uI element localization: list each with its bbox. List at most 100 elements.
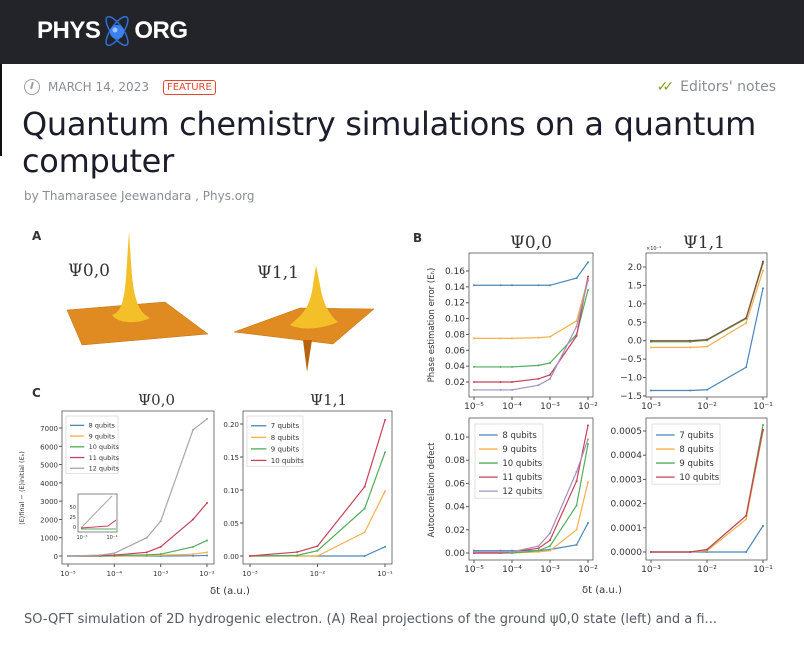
x-tick-label: 10⁻⁴ <box>107 570 123 578</box>
chart-C-psi00: Ψ0,0 ⟨E⟩final − ⟨E⟩initial (Eₕ) 10⁻⁵ 10⁻⁴ 10… <box>18 391 215 578</box>
chart-title: Ψ0,0 <box>510 233 552 253</box>
data-point <box>745 316 748 319</box>
data-point <box>587 442 589 445</box>
data-point <box>473 381 475 383</box>
data-point <box>99 554 102 557</box>
x-tick-label: 10⁻² <box>578 565 598 575</box>
y-tick-label: 0.06 <box>445 479 465 489</box>
data-point <box>587 424 589 427</box>
x-tick-label: 10⁻⁵ <box>464 565 484 575</box>
divider <box>0 64 2 156</box>
data-point <box>650 346 652 349</box>
data-point <box>689 389 692 392</box>
y-axis-multiplier: ×10⁻⁴ <box>646 246 661 252</box>
chart-B-phase-psi00: Ψ0,0 Phase estimation error (Eₕ) 10⁻⁵ 10⁻⁴ 1… <box>427 233 598 412</box>
data-point <box>206 501 208 504</box>
x-tick-label: 10⁻³ <box>153 570 169 578</box>
data-point <box>537 547 540 550</box>
article-figure[interactable]: A B C Ψ0,0 Ψ1,1 δt (a.u.) δt (a.u.) Ψ0,0… <box>0 220 804 605</box>
chart-legend: 8 qubits 9 qubits 10 qubits 11 qubits 12 qub… <box>65 415 120 474</box>
data-point <box>159 553 162 556</box>
inset-x-tick-label: 10⁻⁵ <box>76 535 87 541</box>
data-point <box>549 361 551 364</box>
chart-B-autocorr-psi11: 10⁻³ 10⁻² 10⁻¹ 0.0000 0.0001 0.0002 0.0003 0.00… <box>611 417 773 575</box>
panel-label-b: B <box>413 231 422 245</box>
y-tick-label: 2.0 <box>628 263 643 273</box>
y-tick-label: 0.0001 <box>611 524 643 534</box>
data-point <box>587 279 589 282</box>
legend-label: 9 qubits <box>89 432 116 440</box>
x-tick-label: 10⁻³ <box>242 570 258 578</box>
data-point <box>296 554 299 557</box>
data-point <box>499 337 502 340</box>
logo-text-right: ORG <box>134 17 188 44</box>
y-tick-label: 0.12 <box>445 299 465 309</box>
data-point <box>689 346 692 349</box>
y-tick-label: 0.0002 <box>611 500 643 510</box>
data-point <box>549 549 551 552</box>
data-point <box>745 551 748 553</box>
y-tick-label: 0.10 <box>445 315 465 325</box>
data-point <box>587 261 589 264</box>
series-line <box>651 263 764 343</box>
data-point <box>511 550 513 553</box>
data-point <box>363 555 366 557</box>
article-title: Quantum chemistry simulations on a quant… <box>22 105 756 180</box>
chart-B-autocorr-psi00: Autocorrelation defect 10⁻⁵ 10⁻⁴ 10⁻³ 10⁻² 0.… <box>427 417 598 575</box>
y-tick-label: 0.0004 <box>611 451 643 461</box>
legend-label: 8 qubits <box>502 431 537 441</box>
y-tick-label: 0.20 <box>223 421 239 429</box>
data-point <box>363 531 366 534</box>
legend-label: 10 qubits <box>271 457 304 465</box>
data-point <box>296 551 299 554</box>
x-tick-label: 10⁻⁴ <box>502 565 522 575</box>
data-point <box>384 451 386 454</box>
y-tick-label: 2000 <box>40 516 58 524</box>
data-point <box>473 337 475 340</box>
data-point <box>650 339 652 342</box>
data-point <box>159 520 162 523</box>
x-tick-label: 10⁻² <box>578 402 598 412</box>
y-tick-label: 1.5 <box>628 281 642 291</box>
surface-psi11: Ψ1,1 <box>233 263 375 372</box>
surface-psi00: Ψ0,0 <box>66 232 209 346</box>
figure-canvas: A B C Ψ0,0 Ψ1,1 δt (a.u.) δt (a.u.) Ψ0,0… <box>18 229 773 597</box>
data-point <box>159 545 162 548</box>
feature-badge[interactable]: FEATURE <box>162 79 216 95</box>
legend-label: 8 qubits <box>271 434 300 442</box>
data-point <box>689 551 692 553</box>
data-point <box>762 260 764 263</box>
data-point <box>537 377 540 380</box>
legend-label: 9 qubits <box>502 445 537 455</box>
data-point <box>745 514 748 517</box>
data-point <box>249 555 251 557</box>
data-point <box>549 377 551 380</box>
legend-label: 12 qubits <box>89 465 120 473</box>
data-point <box>587 289 589 292</box>
data-point <box>587 481 589 484</box>
data-point <box>206 551 208 554</box>
inset-series-line <box>80 519 117 529</box>
chart-legend: 7 qubits 8 qubits 9 qubits 10 qubits <box>246 415 304 467</box>
legend-label: 8 qubits <box>89 422 116 430</box>
series-line <box>474 289 589 368</box>
y-tick-label: 0.5 <box>628 318 642 328</box>
legend-box <box>474 423 544 499</box>
panel-label-c: C <box>32 386 41 400</box>
data-point <box>537 549 540 552</box>
data-point <box>384 545 386 548</box>
data-point <box>511 381 513 383</box>
data-point <box>575 480 578 483</box>
byline[interactable]: by Thamarasee Jeewandara , Phys.org <box>24 189 255 203</box>
data-point <box>206 554 208 557</box>
phys-org-logo[interactable]: PHYS ORG <box>37 12 188 50</box>
series-line <box>651 270 764 348</box>
data-point <box>473 550 475 553</box>
data-point <box>192 428 195 431</box>
y-tick-label: 6000 <box>40 443 58 451</box>
editors-notes-link[interactable]: ✓✓ Editors' notes <box>657 79 776 95</box>
x-tick-label: 10⁻² <box>697 402 717 412</box>
inset-series-line <box>80 495 113 529</box>
data-point <box>192 554 195 557</box>
y-tick-label: 0.14 <box>445 283 465 293</box>
